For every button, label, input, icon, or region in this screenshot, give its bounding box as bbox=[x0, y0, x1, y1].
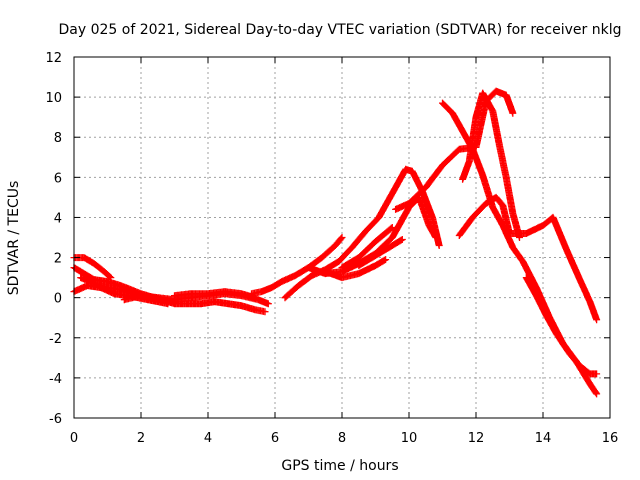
x-axis-label: GPS time / hours bbox=[281, 458, 398, 474]
x-tick-label: 0 bbox=[70, 431, 78, 446]
y-tick-label: 12 bbox=[45, 51, 62, 66]
plus-markers bbox=[522, 274, 601, 378]
data-series bbox=[70, 87, 601, 398]
x-tick-label: 14 bbox=[535, 431, 552, 446]
plus-markers bbox=[248, 234, 346, 298]
satellite-track-11 bbox=[338, 224, 396, 272]
x-tick-labels: 0 2 4 6 8 10 12 14 16 bbox=[70, 431, 618, 446]
x-tick-label: 8 bbox=[338, 431, 346, 446]
y-tick-label: -4 bbox=[49, 372, 62, 387]
plus-markers bbox=[338, 224, 396, 272]
y-tick-label: 0 bbox=[54, 292, 62, 307]
x-tick-label: 6 bbox=[271, 431, 279, 446]
y-tick-label: -6 bbox=[49, 412, 62, 427]
y-tick-label: 6 bbox=[54, 171, 62, 186]
y-tick-label: 10 bbox=[45, 91, 62, 106]
satellite-track-7 bbox=[248, 234, 346, 298]
y-tick-label: 4 bbox=[54, 211, 62, 226]
satellite-track-10 bbox=[321, 256, 390, 282]
x-tick-label: 16 bbox=[602, 431, 619, 446]
x-tick-label: 10 bbox=[401, 431, 418, 446]
plus-markers bbox=[355, 236, 406, 270]
plus-markers bbox=[455, 193, 601, 324]
satellite-track-12 bbox=[355, 236, 406, 270]
satellite-track-6 bbox=[171, 288, 259, 302]
chart-title: Day 025 of 2021, Sidereal Day-to-day VTE… bbox=[59, 22, 622, 38]
x-tick-label: 12 bbox=[468, 431, 485, 446]
y-tick-labels: -6 -4 -2 0 2 4 6 8 10 12 bbox=[45, 51, 62, 427]
x-tick-label: 4 bbox=[204, 431, 212, 446]
satellite-track-16 bbox=[455, 193, 601, 324]
satellite-track-8 bbox=[281, 165, 443, 302]
plus-markers bbox=[459, 89, 523, 241]
satellite-track-17 bbox=[522, 274, 601, 378]
plus-markers bbox=[171, 288, 259, 302]
plus-markers bbox=[439, 99, 601, 398]
y-tick-label: -2 bbox=[49, 332, 62, 347]
y-tick-label: 2 bbox=[54, 252, 62, 267]
satellite-track-14 bbox=[439, 99, 601, 398]
y-tick-label: 8 bbox=[54, 131, 62, 146]
x-tick-label: 2 bbox=[137, 431, 145, 446]
plus-markers bbox=[281, 165, 443, 302]
satellite-track-15 bbox=[459, 89, 523, 241]
y-axis-label: SDTVAR / TECUs bbox=[6, 181, 22, 296]
plus-markers bbox=[321, 256, 390, 282]
axis-ticks bbox=[73, 56, 611, 419]
